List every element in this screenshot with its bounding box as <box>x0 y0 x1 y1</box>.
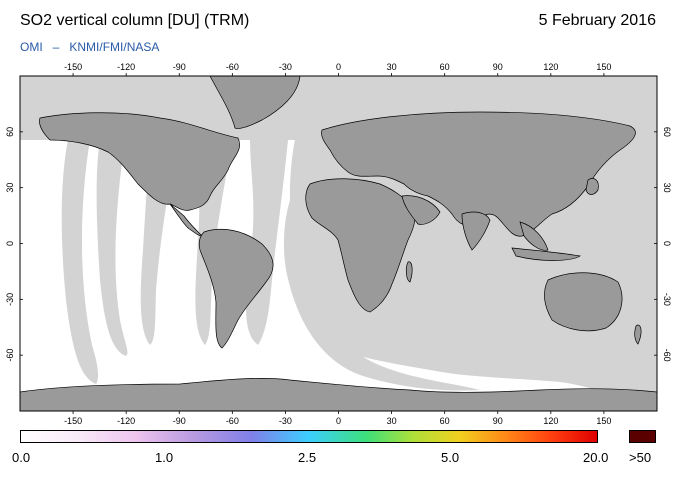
colorbar-overflow-label: >50 <box>629 450 652 465</box>
land-arabia <box>401 195 441 225</box>
lat-tick-label-right: -60 <box>662 349 672 362</box>
colorbar-label-3: 5.0 <box>441 450 460 465</box>
lat-tick-label-right: 30 <box>662 183 672 193</box>
land-southeast-asia <box>519 221 549 251</box>
swath-south <box>283 200 480 391</box>
lon-tick-label-bottom: -120 <box>117 416 135 426</box>
lon-tick-label-top: -120 <box>117 62 135 72</box>
lon-tick-label-bottom: 150 <box>596 416 611 426</box>
colorbar-label-1: 1.0 <box>155 450 174 465</box>
land-north-america <box>39 112 240 211</box>
lon-tick-label-bottom: 0 <box>336 416 341 426</box>
lon-tick-label-bottom: -60 <box>226 416 239 426</box>
credit-separator: – <box>52 40 60 54</box>
land-central-america <box>169 203 203 237</box>
land-japan <box>585 178 599 195</box>
map-title: SO2 vertical column [DU] (TRM) <box>20 12 250 29</box>
land-indonesia <box>511 247 581 261</box>
lat-tick-label-left: -60 <box>5 349 15 362</box>
map-date: 5 February 2016 <box>538 12 656 29</box>
lon-tick-label-bottom: 90 <box>493 416 503 426</box>
land-antarctica <box>20 378 657 411</box>
lon-tick-label-top: 120 <box>543 62 558 72</box>
credit-line: OMI – KNMI/FMI/NASA <box>20 40 159 54</box>
lat-tick-label-right: -30 <box>662 293 672 306</box>
so2-colorbar <box>20 430 598 443</box>
lat-tick-label-right: 0 <box>662 241 672 246</box>
land-madagascar <box>405 261 413 283</box>
lon-tick-label-bottom: 60 <box>440 416 450 426</box>
land-greenland <box>209 76 301 129</box>
lon-tick-label-top: 150 <box>596 62 611 72</box>
lon-tick-label-top: -30 <box>279 62 292 72</box>
credit-instrument: OMI <box>20 40 43 54</box>
lon-tick-label-bottom: -150 <box>64 416 82 426</box>
lon-tick-label-bottom: -30 <box>279 416 292 426</box>
lat-tick-label-left: 30 <box>5 183 15 193</box>
land-india <box>461 211 491 251</box>
land-europe-asia <box>321 111 636 237</box>
lon-tick-label-top: -90 <box>173 62 186 72</box>
colorbar-overflow-swatch <box>629 430 656 443</box>
so2-world-map: -150 -120 -90 -60 -30 0 30 60 90 120 150 -150 -120 -9… <box>5 62 672 426</box>
lon-tick-label-top: -60 <box>226 62 239 72</box>
land-africa <box>305 178 416 313</box>
credit-agencies: KNMI/FMI/NASA <box>69 40 160 54</box>
colorbar-label-2: 2.5 <box>298 450 317 465</box>
swath-gap-2 <box>96 140 128 356</box>
lon-tick-label-top: 90 <box>493 62 503 72</box>
land-south-america <box>198 228 274 349</box>
lon-tick-label-bottom: 30 <box>387 416 397 426</box>
land-new-zealand <box>634 324 642 345</box>
lon-tick-label-top: -150 <box>64 62 82 72</box>
lat-tick-label-left: -30 <box>5 293 15 306</box>
colorbar-label-4: 20.0 <box>583 450 609 465</box>
lon-tick-label-top: 60 <box>440 62 450 72</box>
lon-tick-label-top: 30 <box>387 62 397 72</box>
lon-tick-label-top: 0 <box>336 62 341 72</box>
land-australia <box>544 272 623 332</box>
map-axis-ticks: -150 -120 -90 -60 -30 0 30 60 90 120 150 -150 -120 -9… <box>5 62 672 426</box>
colorbar-label-0: 0.0 <box>12 450 31 465</box>
lat-tick-label-left: 0 <box>5 241 15 246</box>
swath-gap-1 <box>61 140 99 384</box>
lat-tick-label-right: 60 <box>662 127 672 137</box>
lat-tick-label-left: 60 <box>5 127 15 137</box>
lon-tick-label-bottom: 120 <box>543 416 558 426</box>
lon-tick-label-bottom: -90 <box>173 416 186 426</box>
